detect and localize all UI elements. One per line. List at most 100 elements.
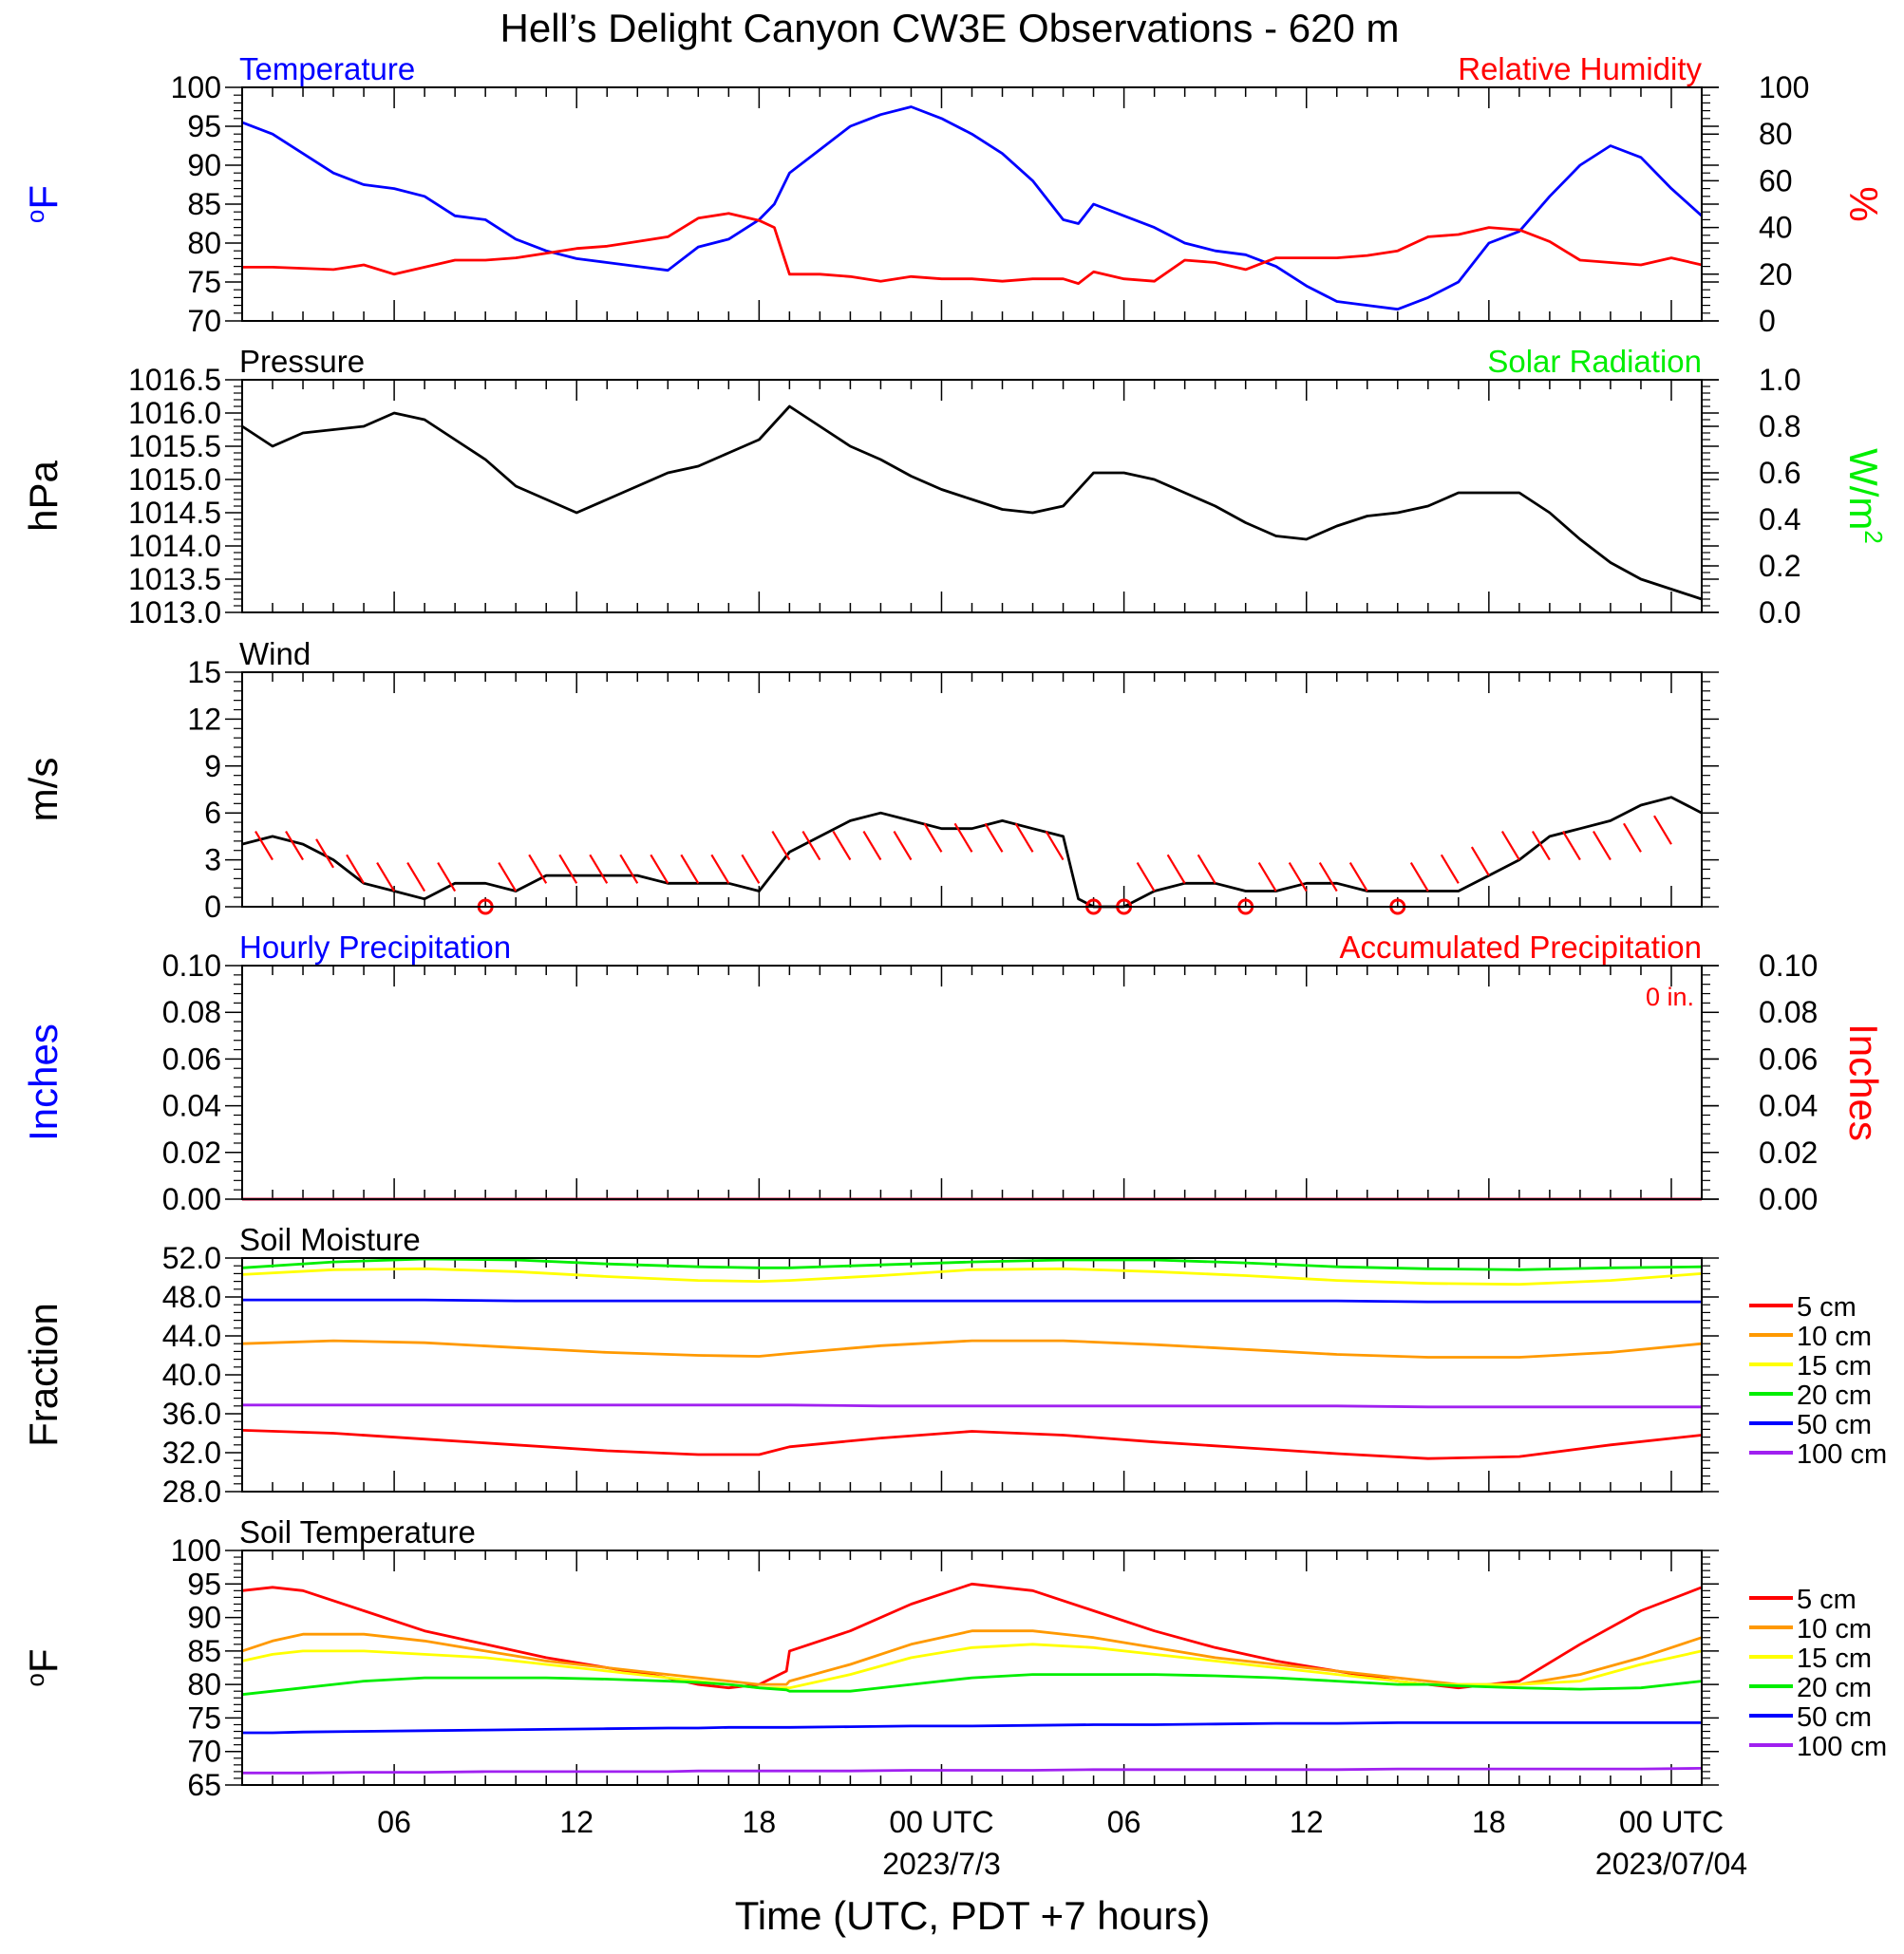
y-tick-label: 85 <box>187 187 221 221</box>
y-tick-label: 1013.0 <box>128 595 221 629</box>
legend-label: 50 cm <box>1797 1410 1872 1440</box>
wind-barb <box>923 822 943 853</box>
wind-barb <box>1166 854 1186 884</box>
soil_temperature-ylabel: oF <box>21 1648 66 1686</box>
y-tick-label: 0 <box>204 890 221 924</box>
y-tick-label: 40.0 <box>162 1358 221 1392</box>
y-tick-label: 9 <box>204 749 221 783</box>
wind-barb <box>558 854 578 884</box>
x-tick-label: 06 <box>377 1805 411 1839</box>
legend-label: 50 cm <box>1797 1702 1872 1733</box>
y-tick-label: 1015.5 <box>128 429 221 463</box>
legend-label: 10 cm <box>1797 1614 1872 1644</box>
legend-label: 100 cm <box>1797 1732 1887 1762</box>
x-axis-labels: 06 12 18 00 UTC 06 12 18 00 UTC 2023/7/3 2023/07/… <box>377 1805 1747 1938</box>
wind-barb <box>650 854 669 884</box>
precip-y2label: Inches <box>1841 1024 1886 1141</box>
y-tick-label: 1014.5 <box>128 496 221 530</box>
y-tick-label: 95 <box>187 109 221 143</box>
wind-barb <box>741 854 761 884</box>
y-tick-label: 1016.5 <box>128 363 221 397</box>
precip-ylabel: Inches <box>21 1024 66 1141</box>
pressure-title: Pressure <box>239 344 365 379</box>
x-tick-label: 00 UTC <box>1619 1805 1724 1839</box>
pressure-ylabel: hPa <box>21 460 66 531</box>
legend-label: 20 cm <box>1797 1381 1872 1411</box>
y-tick-label: 52.0 <box>162 1241 221 1275</box>
wind-barb <box>285 831 304 861</box>
wind-barb <box>1623 822 1642 853</box>
x-tick-label: 12 <box>559 1805 594 1839</box>
soil_moisture-ylabel: Fraction <box>21 1303 66 1447</box>
wind-barb <box>1348 861 1368 892</box>
wind-barb <box>254 831 273 861</box>
series-line-pressure <box>241 404 1703 601</box>
y-tick-label: 0.04 <box>162 1089 221 1123</box>
wind-barb <box>801 831 821 861</box>
wind-barb <box>680 854 700 884</box>
wind-barb <box>1500 831 1520 861</box>
legend-label: 5 cm <box>1797 1585 1857 1615</box>
y2-tick-label: 0.8 <box>1759 409 1800 443</box>
soil_temperature-frame <box>241 1550 1703 1786</box>
temperature-title: Temperature <box>239 51 415 86</box>
wind-barb <box>710 854 730 884</box>
temperature-panel: 100 95 90 85 80 75 70 100 80 60 40 20 0 Temperature Re… <box>171 51 1810 338</box>
y2-tick-label: 0.4 <box>1759 502 1800 536</box>
soil_moisture-frame <box>241 1257 1703 1493</box>
y-tick-label: 32.0 <box>162 1436 221 1470</box>
pressure-panel: 1016.51016.01015.51015.01014.51014.01013… <box>128 344 1800 629</box>
y2-tick-label: 40 <box>1759 211 1793 245</box>
wind-barb <box>893 831 913 861</box>
y-tick-label: 1013.5 <box>128 562 221 596</box>
wind-barb <box>346 854 366 884</box>
y-tick-label: 12 <box>187 702 221 736</box>
y-tick-label: 1014.0 <box>128 529 221 563</box>
legend-label: 100 cm <box>1797 1439 1887 1470</box>
series-line-temperature <box>241 105 1703 311</box>
wind-barb <box>1409 861 1429 892</box>
y-tick-label: 0.08 <box>162 995 221 1029</box>
series-line-20-cm <box>241 1673 1703 1697</box>
x-tick-label: 12 <box>1290 1805 1324 1839</box>
y2-tick-label: 1.0 <box>1759 363 1800 397</box>
wind-barb <box>589 854 609 884</box>
y-tick-label: 80 <box>187 1667 221 1701</box>
wind-frame <box>241 671 1703 908</box>
y-tick-label: 75 <box>187 265 221 299</box>
y2-tick-label: 60 <box>1759 163 1793 197</box>
y-tick-label: 6 <box>204 796 221 830</box>
wind-barb <box>1531 831 1551 861</box>
y-tick-label: 75 <box>187 1700 221 1735</box>
wind-barb <box>1136 861 1156 892</box>
y-tick-label: 28.0 <box>162 1475 221 1509</box>
wind-barb <box>862 831 882 861</box>
series-line-15-cm <box>241 1267 1703 1287</box>
wind-barb <box>315 838 335 869</box>
wind-barb <box>953 822 973 853</box>
wind-title: Wind <box>239 636 311 671</box>
wind-barb <box>1045 831 1065 861</box>
x-tick-label: 00 UTC <box>889 1805 993 1839</box>
y-tick-label: 85 <box>187 1634 221 1668</box>
legend-label: 15 cm <box>1797 1644 1872 1674</box>
y-tick-label: 44.0 <box>162 1319 221 1353</box>
series-line-relative-humidity <box>242 212 1703 286</box>
y-tick-label: 36.0 <box>162 1397 221 1431</box>
wind-barb <box>406 861 426 892</box>
precip-title: Hourly Precipitation <box>239 930 511 965</box>
pressure-frame <box>241 379 1703 613</box>
wind-barb <box>1257 861 1277 892</box>
y-tick-label: 100 <box>171 1533 221 1568</box>
y-tick-label: 100 <box>171 70 221 104</box>
x-date-label: 2023/07/04 <box>1595 1847 1747 1881</box>
y-tick-label: 65 <box>187 1768 221 1802</box>
series-line-10-cm <box>241 1629 1703 1686</box>
y2-tick-label: 100 <box>1759 70 1809 104</box>
y2-tick-label: 0 <box>1759 304 1776 338</box>
y-tick-label: 1015.0 <box>128 462 221 497</box>
y2-tick-label: 0.00 <box>1759 1182 1818 1216</box>
wind-barb <box>1653 815 1672 845</box>
y-tick-label: 70 <box>187 304 221 338</box>
